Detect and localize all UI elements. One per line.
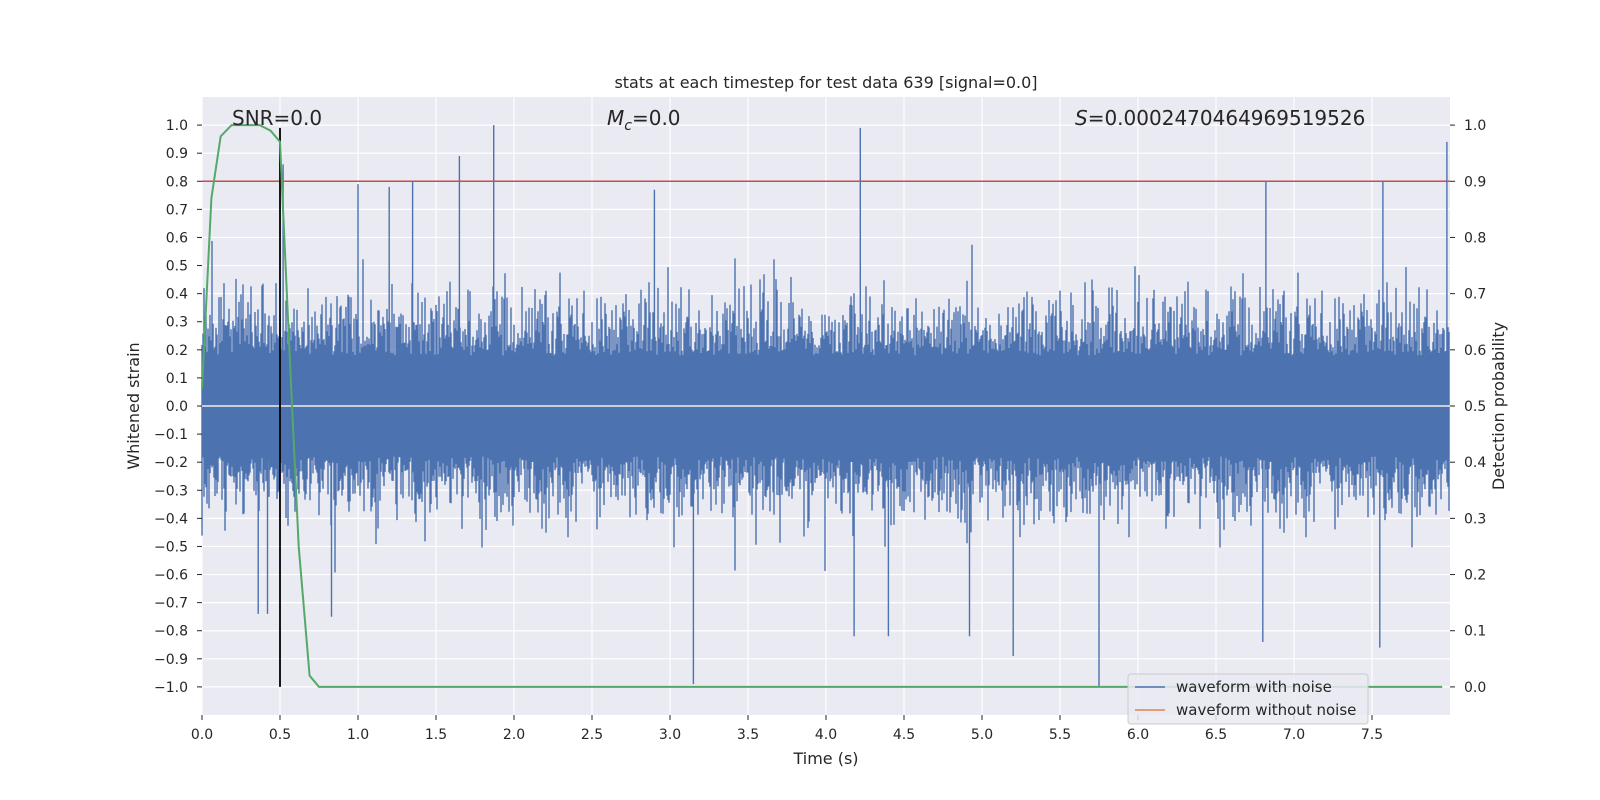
x-tick-label: 5.5	[1049, 727, 1071, 743]
y-tick-label: 0.7	[166, 202, 188, 218]
x-tick-labels: 0.0 0.5 1.0 1.5 2.0 2.5 3.0 3.5 4.0 4.5 5.0 5.5 6.0 6…	[191, 715, 1383, 743]
chirp-mass-annotation: Mc=0.0	[607, 106, 681, 134]
y-tick-label: −0.3	[154, 483, 188, 499]
y-tick-label: −0.7	[154, 596, 188, 612]
y2-tick-label: 0.1	[1464, 624, 1486, 640]
x-tick-label: 4.0	[815, 727, 837, 743]
y-tick-label: −0.4	[154, 511, 188, 527]
x-tick-label: 4.5	[893, 727, 915, 743]
legend-label-clean: waveform without noise	[1176, 701, 1356, 719]
y-tick-label: 1.0	[166, 118, 188, 134]
x-tick-label: 1.0	[347, 727, 369, 743]
y2-tick-label: 0.4	[1464, 455, 1486, 471]
legend: waveform with noise waveform without noi…	[1127, 673, 1369, 725]
y2-tick-label: 1.0	[1464, 118, 1486, 134]
y2-tick-label: 0.6	[1464, 343, 1486, 359]
y-tick-label: 0.3	[166, 315, 188, 331]
y-tick-labels: 1.0 0.9 0.8 0.7 0.6 0.5 0.4 0.3 0.2 0.1 0.0 −0.1 −0.…	[154, 118, 202, 696]
x-axis-label: Time (s)	[792, 749, 858, 768]
y2-tick-labels: 1.0 0.9 0.8 0.7 0.6 0.5 0.4 0.3 0.2 0.1 0.0	[1450, 118, 1486, 696]
y-tick-label: −0.6	[154, 568, 188, 584]
x-tick-label: 0.0	[191, 727, 213, 743]
y-tick-label: 0.8	[166, 174, 188, 190]
x-tick-label: 7.5	[1361, 727, 1383, 743]
y-tick-label: 0.6	[166, 230, 188, 246]
x-tick-label: 6.5	[1205, 727, 1227, 743]
y2-axis-label: Detection probability	[1489, 322, 1508, 490]
x-tick-label: 6.0	[1127, 727, 1149, 743]
y-tick-label: 0.1	[166, 371, 188, 387]
y-tick-label: −1.0	[154, 680, 188, 696]
x-tick-label: 3.0	[659, 727, 681, 743]
y-tick-label: −0.5	[154, 539, 188, 555]
snr-annotation: SNR=0.0	[232, 106, 322, 130]
y-tick-label: −0.8	[154, 624, 188, 640]
mc-value: =0.0	[632, 106, 681, 130]
y2-tick-label: 0.3	[1464, 511, 1486, 527]
y-tick-label: 0.5	[166, 259, 188, 275]
y2-tick-label: 0.2	[1464, 568, 1486, 584]
s-symbol: S	[1075, 106, 1088, 130]
y-tick-label: −0.9	[154, 652, 188, 668]
x-tick-label: 3.5	[737, 727, 759, 743]
y2-tick-label: 0.5	[1464, 399, 1486, 415]
x-tick-label: 7.0	[1283, 727, 1305, 743]
detection-probability-line	[201, 124, 1443, 688]
y-tick-label: 0.4	[166, 287, 188, 303]
mc-subscript: c	[624, 118, 632, 134]
y-tick-label: 0.9	[166, 146, 188, 162]
chart-title: stats at each timestep for test data 639…	[614, 73, 1037, 92]
s-annotation: S=0.0002470464969519526	[1075, 106, 1365, 130]
overlay-layer	[201, 124, 1450, 688]
x-tick-label: 2.5	[581, 727, 603, 743]
x-tick-label: 5.0	[971, 727, 993, 743]
x-tick-label: 1.5	[425, 727, 447, 743]
x-tick-label: 0.5	[269, 727, 291, 743]
s-value: =0.0002470464969519526	[1088, 106, 1366, 130]
y2-tick-label: 0.0	[1464, 680, 1486, 696]
y-tick-label: 0.2	[166, 343, 188, 359]
legend-box	[1127, 673, 1369, 725]
y2-tick-label: 0.7	[1464, 287, 1486, 303]
y2-tick-label: 0.9	[1464, 174, 1486, 190]
y-axis-label: Whitened strain	[124, 342, 143, 469]
y-tick-label: −0.2	[154, 455, 188, 471]
legend-label-noise: waveform with noise	[1176, 678, 1332, 696]
y-tick-label: −0.1	[154, 427, 188, 443]
mc-symbol: M	[607, 106, 624, 130]
x-tick-label: 2.0	[503, 727, 525, 743]
y-tick-label: 0.0	[166, 399, 188, 415]
y2-tick-label: 0.8	[1464, 230, 1486, 246]
